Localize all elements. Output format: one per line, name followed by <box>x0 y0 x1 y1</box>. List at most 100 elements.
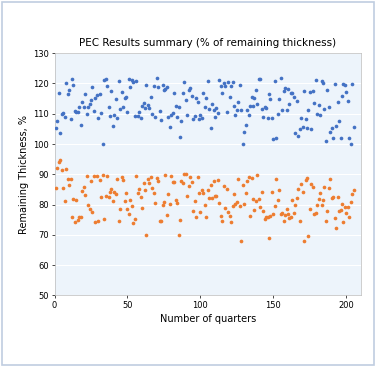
Point <box>228 83 234 88</box>
Point <box>217 77 223 83</box>
Point <box>167 124 173 130</box>
Point <box>270 211 276 217</box>
Point <box>154 175 160 181</box>
Point <box>208 125 214 131</box>
Point <box>202 203 208 208</box>
Point <box>317 112 323 118</box>
Point <box>333 225 339 231</box>
Point <box>100 172 106 178</box>
Point <box>221 183 227 189</box>
Point <box>180 90 186 96</box>
Point <box>221 80 227 86</box>
Point <box>156 218 162 224</box>
Point <box>92 219 99 225</box>
Point <box>295 186 301 192</box>
Point <box>59 111 65 117</box>
Point <box>94 173 100 179</box>
Point <box>305 107 311 113</box>
Point <box>197 112 203 118</box>
Point <box>297 218 303 224</box>
Point <box>179 118 185 124</box>
Point <box>130 220 136 226</box>
Point <box>206 195 212 200</box>
Point <box>313 210 319 215</box>
Point <box>212 114 218 120</box>
Point <box>88 178 94 184</box>
Point <box>113 192 119 197</box>
Point <box>252 95 258 101</box>
Point <box>272 79 278 84</box>
Point <box>303 178 309 184</box>
Point <box>154 75 160 81</box>
Point <box>310 88 316 94</box>
Point <box>168 173 174 179</box>
Point <box>206 106 212 112</box>
Point <box>267 213 273 219</box>
Point <box>66 182 72 188</box>
Point <box>222 206 228 211</box>
Point <box>313 77 319 83</box>
Point <box>104 83 110 88</box>
Point <box>124 206 130 212</box>
Point <box>152 200 158 206</box>
Point <box>192 198 198 204</box>
Point <box>158 117 164 123</box>
Point <box>229 203 235 209</box>
Point <box>121 95 127 101</box>
Point <box>298 181 304 187</box>
Point <box>285 211 291 217</box>
Point <box>56 90 62 96</box>
Point <box>287 215 293 221</box>
Point <box>237 82 243 88</box>
Point <box>235 99 241 105</box>
Point <box>72 219 78 225</box>
Point <box>270 137 276 142</box>
Point <box>300 189 306 195</box>
Point <box>129 203 135 208</box>
Point <box>342 82 348 88</box>
Point <box>62 198 68 204</box>
Point <box>260 208 266 214</box>
Point <box>174 200 180 206</box>
Point <box>86 101 92 107</box>
Point <box>117 206 123 212</box>
Point <box>173 103 179 109</box>
Point <box>276 96 282 102</box>
Point <box>110 123 116 129</box>
Point <box>340 81 346 87</box>
Point <box>76 214 82 220</box>
Point <box>304 125 310 131</box>
Point <box>199 116 205 121</box>
Point <box>138 194 144 200</box>
Point <box>181 79 187 85</box>
Point <box>246 174 252 180</box>
Point <box>338 135 344 141</box>
Point <box>155 178 161 184</box>
Point <box>290 90 296 96</box>
Point <box>59 167 65 173</box>
Point <box>176 232 182 238</box>
Point <box>225 210 231 215</box>
Point <box>174 114 180 120</box>
Point <box>199 187 205 193</box>
Point <box>123 190 129 196</box>
Point <box>303 116 309 122</box>
Point <box>278 75 284 81</box>
Point <box>73 197 79 203</box>
Point <box>314 202 320 208</box>
Point <box>103 193 109 199</box>
Point <box>98 194 104 200</box>
Point <box>194 174 200 179</box>
Point <box>183 97 189 103</box>
Point <box>136 186 142 192</box>
Point <box>282 212 288 218</box>
Point <box>291 94 297 100</box>
Point <box>259 189 265 195</box>
Point <box>351 124 357 130</box>
Point <box>339 201 345 207</box>
Point <box>60 110 66 116</box>
Point <box>209 195 215 200</box>
Point <box>58 157 64 163</box>
Point <box>215 110 221 116</box>
Point <box>142 105 148 111</box>
